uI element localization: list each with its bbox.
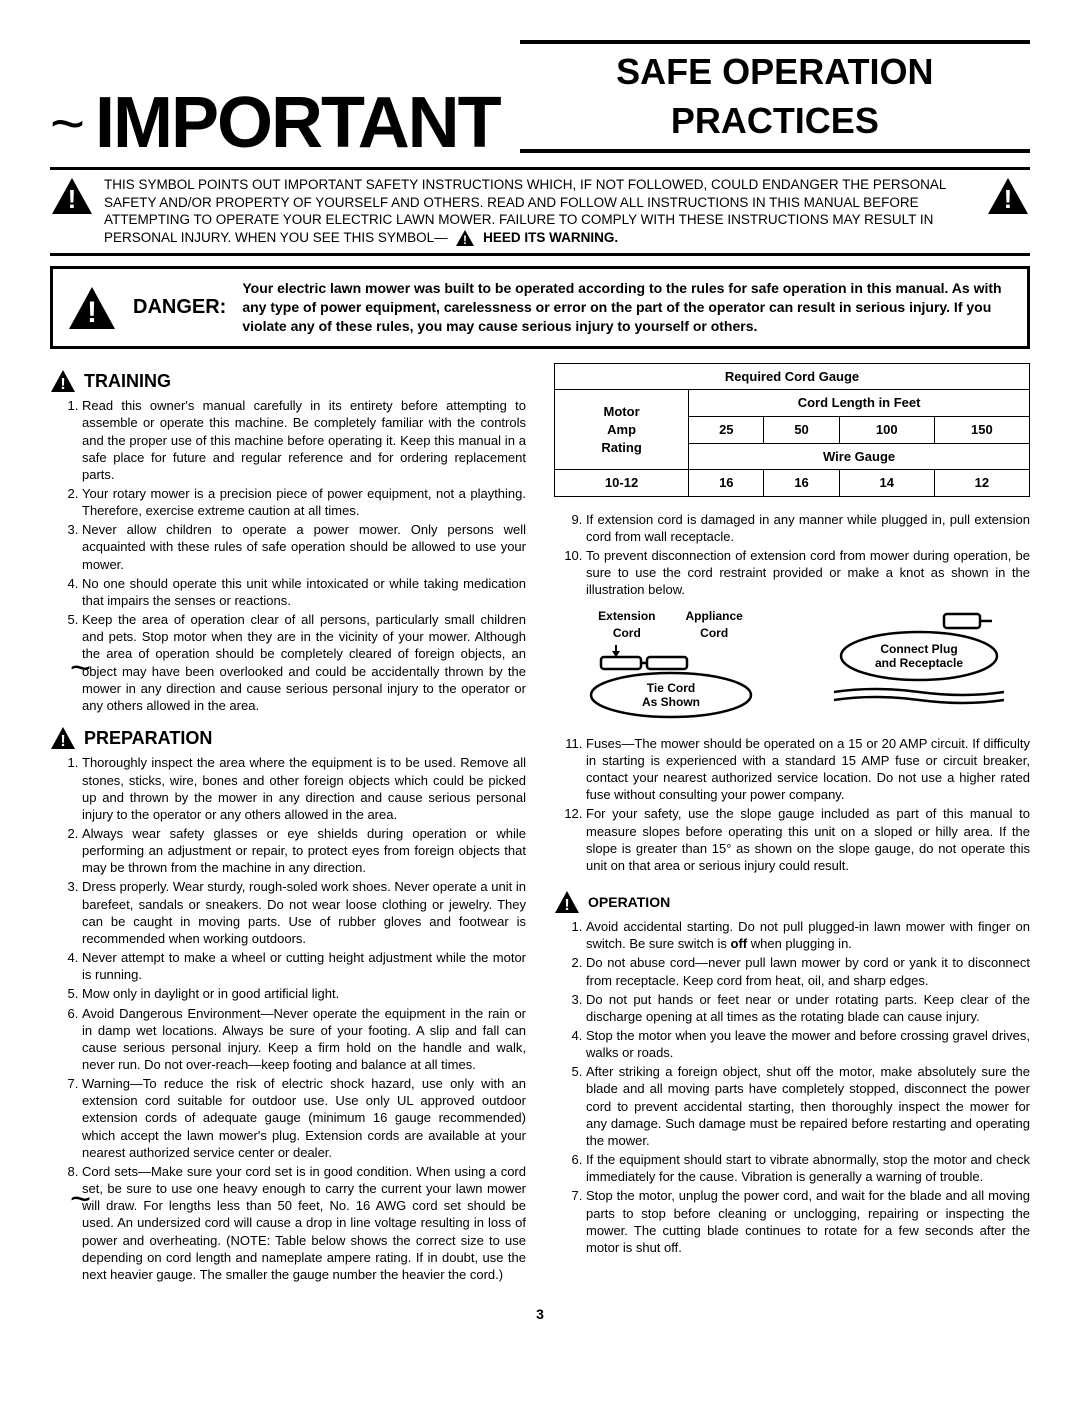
list-item: Stop the motor, unplug the power cord, a…	[586, 1187, 1030, 1256]
list-item: After striking a foreign object, shut of…	[586, 1063, 1030, 1149]
list-item: Never allow children to operate a power …	[82, 521, 526, 572]
table-cell: 25	[689, 417, 764, 444]
motor-amp-label: Motor Amp Rating	[555, 390, 689, 470]
list-item: Fuses—The mower should be operated on a …	[586, 735, 1030, 804]
list-item: Keep the area of operation clear of all …	[82, 611, 526, 714]
preparation-title: PREPARATION	[84, 726, 212, 750]
extension-cord-label: Extension Cord	[598, 608, 655, 640]
warning-triangle-icon: !	[50, 176, 94, 216]
list-item: Thoroughly inspect the area where the eq…	[82, 754, 526, 823]
warning-triangle-inline-icon: !	[455, 229, 475, 247]
svg-text:Tie Cord: Tie Cord	[646, 681, 694, 695]
list-item: Warning—To reduce the risk of electric s…	[82, 1075, 526, 1161]
list-item: Mow only in daylight or in good artifici…	[82, 985, 526, 1002]
preparation-list: Thoroughly inspect the area where the eq…	[50, 754, 526, 1283]
preparation-heading: ! PREPARATION	[50, 726, 526, 750]
danger-text: Your electric lawn mower was built to be…	[242, 279, 1013, 336]
list-item: Avoid accidental starting. Do not pull p…	[586, 918, 1030, 952]
page-number: 3	[50, 1305, 1030, 1324]
list-item: If the equipment should start to vibrate…	[586, 1151, 1030, 1185]
svg-text:Connect Plug: Connect Plug	[880, 642, 957, 656]
list-item: Dress properly. Wear sturdy, rough-soled…	[82, 878, 526, 947]
svg-text:!: !	[87, 296, 97, 329]
table-title: Required Cord Gauge	[555, 363, 1030, 390]
list-item: Avoid Dangerous Environment—Never operat…	[82, 1005, 526, 1074]
safe-operation-heading: SAFE OPERATION PRACTICES	[520, 40, 1030, 153]
side-tilde-2: ~	[70, 1194, 91, 1205]
svg-text:!: !	[463, 233, 467, 247]
operation-list: Avoid accidental starting. Do not pull p…	[554, 918, 1030, 1256]
svg-text:As Shown: As Shown	[641, 695, 699, 709]
list-item: Read this owner's manual carefully in it…	[82, 397, 526, 483]
right-column: Required Cord Gauge Motor Amp Rating Cor…	[554, 363, 1030, 1285]
tilde-mark: ~	[50, 109, 85, 139]
right-list-b: Fuses—The mower should be operated on a …	[554, 735, 1030, 874]
left-column: ! TRAINING Read this owner's manual care…	[50, 363, 526, 1285]
svg-text:!: !	[564, 897, 569, 914]
heed-warning: HEED ITS WARNING.	[483, 230, 618, 245]
table-cell: 100	[839, 417, 934, 444]
operation-triangle-icon: !	[554, 890, 580, 914]
knot-diagram-row: Extension Cord Appliance Cord Tie Cord A…	[554, 608, 1030, 720]
table-cell: 50	[764, 417, 839, 444]
training-list: Read this owner's manual carefully in it…	[50, 397, 526, 714]
cord-length-head: Cord Length in Feet	[689, 390, 1030, 417]
right-list-a: If extension cord is damaged in any mann…	[554, 511, 1030, 599]
important-heading: IMPORTANT	[95, 87, 500, 159]
list-item: Never attempt to make a wheel or cutting…	[82, 949, 526, 983]
table-cell: 14	[839, 470, 934, 497]
svg-text:!: !	[1004, 184, 1013, 214]
svg-text:!: !	[68, 184, 77, 214]
list-item: Do not put hands or feet near or under r…	[586, 991, 1030, 1025]
appliance-cord-label: Appliance Cord	[686, 608, 743, 640]
list-item: Your rotary mower is a precision piece o…	[82, 485, 526, 519]
training-triangle-icon: !	[50, 369, 76, 393]
table-cell: 16	[764, 470, 839, 497]
list-item: If extension cord is damaged in any mann…	[586, 511, 1030, 545]
wire-gauge-head: Wire Gauge	[689, 443, 1030, 470]
training-title: TRAINING	[84, 369, 171, 393]
svg-text:!: !	[60, 376, 65, 393]
knot-connect-diagram: Connect Plug and Receptacle	[824, 608, 1004, 720]
list-item: For your safety, use the slope gauge inc…	[586, 805, 1030, 874]
cord-gauge-table: Required Cord Gauge Motor Amp Rating Cor…	[554, 363, 1030, 497]
list-item: Always wear safety glasses or eye shield…	[82, 825, 526, 876]
table-cell: 16	[689, 470, 764, 497]
danger-box: ! DANGER: Your electric lawn mower was b…	[50, 266, 1030, 349]
training-heading: ! TRAINING	[50, 369, 526, 393]
header: ~ IMPORTANT SAFE OPERATION PRACTICES	[50, 40, 1030, 159]
danger-triangle-icon: !	[67, 285, 117, 331]
content-columns: ! TRAINING Read this owner's manual care…	[50, 363, 1030, 1285]
side-tilde-1: ~	[70, 663, 91, 674]
amp-range: 10-12	[555, 470, 689, 497]
operation-heading: ! OPERATION	[554, 890, 1030, 914]
list-item: Stop the motor when you leave the mower …	[586, 1027, 1030, 1061]
preparation-triangle-icon: !	[50, 726, 76, 750]
knot-tie-diagram: Extension Cord Appliance Cord Tie Cord A…	[581, 608, 761, 720]
svg-text:!: !	[60, 733, 65, 750]
operation-title: OPERATION	[588, 893, 670, 912]
table-cell: 12	[934, 470, 1029, 497]
list-item: No one should operate this unit while in…	[82, 575, 526, 609]
list-item: To prevent disconnection of extension co…	[586, 547, 1030, 598]
warning-triangle-right-icon: !	[986, 176, 1030, 216]
list-item: Cord sets—Make sure your cord set is in …	[82, 1163, 526, 1283]
svg-text:and Receptacle: and Receptacle	[874, 656, 962, 670]
danger-label: DANGER:	[133, 294, 226, 321]
warning-bar: ! THIS SYMBOL POINTS OUT IMPORTANT SAFET…	[50, 167, 1030, 256]
list-item: Do not abuse cord—never pull lawn mower …	[586, 954, 1030, 988]
table-cell: 150	[934, 417, 1029, 444]
warning-bar-text: THIS SYMBOL POINTS OUT IMPORTANT SAFETY …	[104, 176, 976, 247]
